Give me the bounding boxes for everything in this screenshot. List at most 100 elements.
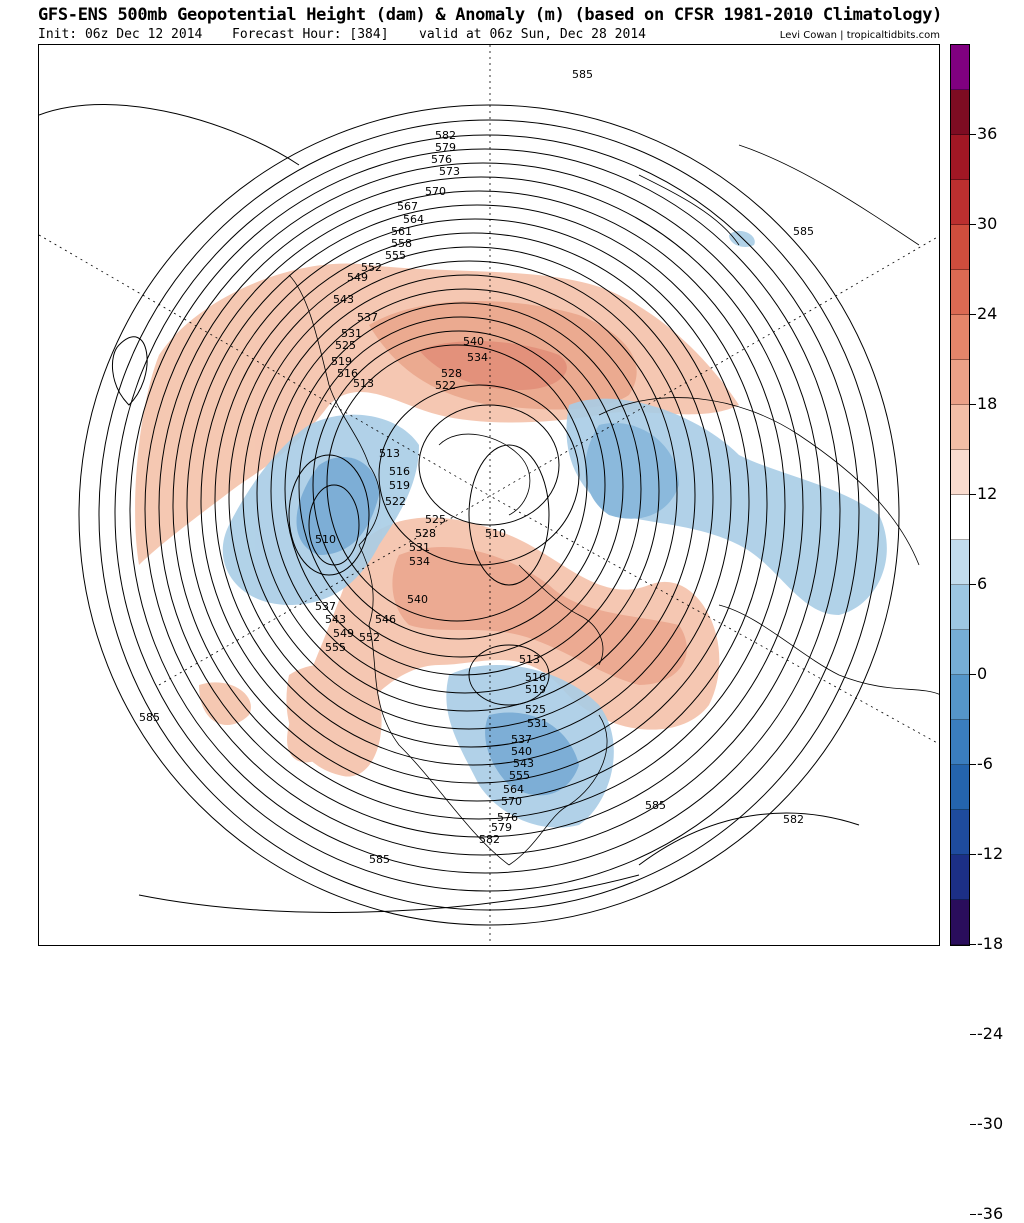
contour-label: 534 [467,351,488,364]
colorbar-tick-label: 12 [977,484,998,503]
contour-label: 543 [513,757,534,770]
colorbar-tick-label: -6 [977,754,993,773]
contour-label: 537 [511,733,532,746]
contour-label: 510 [315,533,336,546]
contour-label: 513 [353,377,374,390]
height-contours [39,104,900,926]
colorbar-tick [970,1124,976,1125]
colorbar-tick-label: -30 [977,1114,1004,1133]
map-panel: 585 582 579 576 573 570 567 564 561 558 … [38,44,940,946]
contour-label: 582 [783,813,804,826]
contour-label: 582 [479,833,500,846]
contour-label: 585 [139,711,160,724]
contour-label: 567 [397,200,418,213]
colorbar-tick [970,494,976,495]
colorbar-tick-label: 36 [977,124,998,143]
contour-label: 510 [485,527,506,540]
map-title: GFS-ENS 500mb Geopotential Height (dam) … [38,5,943,25]
contour-label: 519 [525,683,546,696]
contour-label: 528 [441,367,462,380]
contour-label: 513 [379,447,400,460]
contour-label: 555 [385,249,406,262]
contour-label: 525 [525,703,546,716]
contour-label: 519 [331,355,352,368]
colorbar-segment [951,675,969,720]
colorbar-tick-label: 30 [977,214,998,233]
contour-label: 573 [439,165,460,178]
contour-label: 534 [409,555,430,568]
colorbar-tick [970,224,976,225]
contour-label: 579 [491,821,512,834]
colorbar-tick [970,404,976,405]
colorbar-segment [951,360,969,405]
contour-label: 513 [519,653,540,666]
colorbar-segment [951,450,969,495]
contour-label: 549 [333,627,354,640]
colorbar-tick [970,314,976,315]
contour-label: 585 [645,799,666,812]
contour-label: 519 [389,479,410,492]
contour-label: 540 [463,335,484,348]
colorbar-tick-label: -12 [977,844,1004,863]
colorbar-segment [951,225,969,270]
colorbar-tick [970,854,976,855]
colorbar-tick-label: -24 [977,1024,1004,1043]
colorbar-tick [970,944,976,945]
colorbar-segment [951,765,969,810]
colorbar-tick-label: -36 [977,1204,1004,1223]
contour-label: 552 [359,631,380,644]
colorbar-segment [951,540,969,585]
contour-label: 585 [793,225,814,238]
contour-label: 555 [325,641,346,654]
contour-label: 531 [409,541,430,554]
contour-label: 558 [391,237,412,250]
colorbar-tick [970,134,976,135]
contour-label: 576 [431,153,452,166]
contour-label: 564 [503,783,524,796]
contour-label: 531 [341,327,362,340]
positive-anomaly-shading [135,263,739,777]
colorbar-segment [951,45,969,90]
coastlines [288,144,939,866]
colorbar-tick [970,584,976,585]
contour-label: 579 [435,141,456,154]
contour-label: 522 [435,379,456,392]
contour-label: 537 [315,600,336,613]
contour-label: 555 [509,769,530,782]
colorbar-tick [970,1214,976,1215]
map-svg: 585 582 579 576 573 570 567 564 561 558 … [39,45,939,945]
contour-label: 543 [333,293,354,306]
contour-label: 522 [385,495,406,508]
colorbar-segment [951,180,969,225]
contour-label: 516 [337,367,358,380]
colorbar-segment [951,90,969,135]
contour-label: 546 [375,613,396,626]
contour-label: 516 [389,465,410,478]
colorbar-tick [970,764,976,765]
contour-label: 576 [497,811,518,824]
colorbar-tick-label: 6 [977,574,988,593]
contour-label-group: 585 582 579 576 573 570 567 564 561 558 … [139,68,814,866]
contour-label: 543 [325,613,346,626]
contour-label: 585 [572,68,593,81]
colorbar-segment [951,720,969,765]
colorbar-tick-label: 24 [977,304,998,323]
init-time: Init: 06z Dec 12 2014 [38,27,203,42]
colorbar-segment [951,630,969,675]
contour-label: 540 [407,593,428,606]
graticule [39,45,939,945]
contour-label: 540 [511,745,532,758]
anomaly-colorbar [950,44,970,946]
contour-label: 561 [391,225,412,238]
colorbar-segment [951,270,969,315]
contour-label: 525 [335,339,356,352]
credit-text: Levi Cowan | tropicaltidbits.com [779,30,940,41]
colorbar-tick-label: 0 [977,664,988,683]
contour-label: 537 [357,311,378,324]
colorbar-segment [951,315,969,360]
colorbar-segment [951,495,969,540]
contour-label: 516 [525,671,546,684]
contour-label: 525 [425,513,446,526]
colorbar-segment [951,135,969,180]
contour-label: 582 [435,129,456,142]
